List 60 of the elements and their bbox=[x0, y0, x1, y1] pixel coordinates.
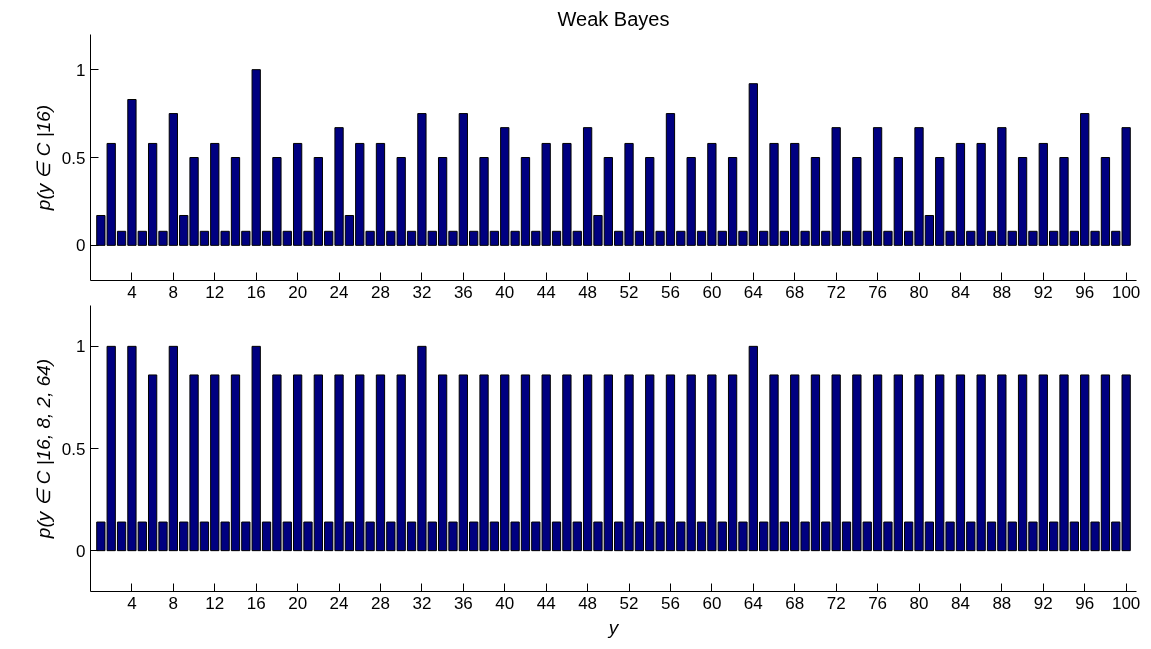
x-tick-label: 80 bbox=[909, 593, 929, 613]
x-tick-label: 100 bbox=[1111, 593, 1141, 613]
y-tick-label: 1 bbox=[76, 60, 86, 80]
x-tick-label: 80 bbox=[909, 282, 929, 302]
x-tick-label: 68 bbox=[785, 282, 805, 302]
x-tick-label: 84 bbox=[950, 282, 970, 302]
x-tick-label: 56 bbox=[661, 593, 680, 613]
x-tick-label: 76 bbox=[868, 282, 888, 302]
x-tick-label: 24 bbox=[329, 593, 349, 613]
x-tick-label: 52 bbox=[619, 282, 639, 302]
x-tick-label: 20 bbox=[288, 282, 308, 302]
x-tick-label: 8 bbox=[168, 593, 179, 613]
x-tick-label: 72 bbox=[826, 282, 846, 302]
x-tick-label: 40 bbox=[495, 593, 515, 613]
y-tick-label: 0 bbox=[76, 541, 86, 561]
y-tick-label: 1 bbox=[76, 337, 86, 357]
x-tick-label: 40 bbox=[495, 282, 515, 302]
x-tick-label: 88 bbox=[992, 593, 1012, 613]
y-tick-label: 0.5 bbox=[61, 148, 86, 168]
x-tick-label: 60 bbox=[702, 593, 722, 613]
x-tick-label: 36 bbox=[453, 593, 473, 613]
x-tick-label: 72 bbox=[826, 593, 846, 613]
x-tick-label: 28 bbox=[371, 593, 390, 613]
x-tick-label: 56 bbox=[661, 282, 680, 302]
x-tick-label: 20 bbox=[288, 593, 308, 613]
x-tick-label: 8 bbox=[168, 282, 179, 302]
x-tick-label: 36 bbox=[453, 282, 473, 302]
x-tick-label: 44 bbox=[536, 593, 556, 613]
x-tick-label: 32 bbox=[412, 593, 432, 613]
x-tick-label: 96 bbox=[1075, 593, 1095, 613]
x-tick-label: 48 bbox=[578, 282, 598, 302]
x-tick-label: 44 bbox=[536, 282, 556, 302]
x-tick-label: 68 bbox=[785, 593, 805, 613]
x-tick-label: 12 bbox=[205, 282, 225, 302]
x-tick-label: 4 bbox=[127, 593, 137, 613]
x-tick-label: 88 bbox=[992, 282, 1012, 302]
x-tick-label: 24 bbox=[329, 282, 349, 302]
x-tick-label: 28 bbox=[371, 282, 390, 302]
x-tick-label: 84 bbox=[950, 593, 970, 613]
x-tick-label: 92 bbox=[1033, 282, 1053, 302]
x-tick-label: 64 bbox=[743, 282, 763, 302]
y-axis-title: p(y ∈ C |16) bbox=[32, 104, 54, 212]
x-tick-label: 48 bbox=[578, 593, 598, 613]
x-tick-label: 92 bbox=[1033, 593, 1053, 613]
x-tick-label: 76 bbox=[868, 593, 888, 613]
x-tick-label: 52 bbox=[619, 593, 639, 613]
x-tick-label: 32 bbox=[412, 282, 432, 302]
x-tick-label: 100 bbox=[1111, 282, 1141, 302]
x-tick-label: 96 bbox=[1075, 282, 1095, 302]
y-tick-label: 0.5 bbox=[61, 439, 86, 459]
x-tick-label: 16 bbox=[246, 282, 266, 302]
x-tick-label: 4 bbox=[127, 282, 137, 302]
x-tick-label: 64 bbox=[743, 593, 763, 613]
x-axis-title: y bbox=[606, 616, 620, 638]
y-axis-title: p(y ∈ C |16, 8, 2, 64) bbox=[32, 358, 54, 540]
chart-title: Weak Bayes bbox=[557, 7, 670, 30]
y-tick-label: 0 bbox=[76, 236, 86, 256]
x-tick-label: 60 bbox=[702, 282, 722, 302]
x-tick-label: 16 bbox=[246, 593, 266, 613]
x-tick-label: 12 bbox=[205, 593, 225, 613]
